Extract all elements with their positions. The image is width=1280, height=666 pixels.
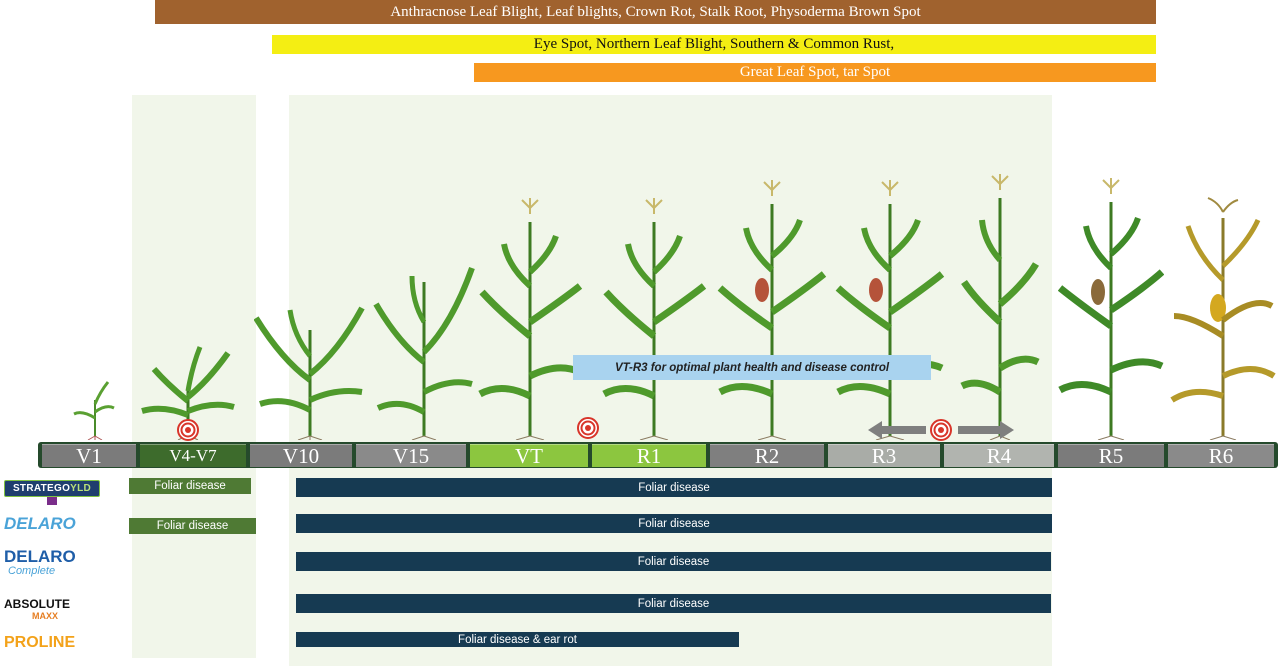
corn-plant-icon xyxy=(602,198,707,440)
corn-plant-icon xyxy=(73,381,115,440)
stage-label: V4-V7 xyxy=(169,446,217,465)
bar-label: Foliar disease xyxy=(638,481,710,494)
corn-plant-icon xyxy=(960,174,1040,440)
stage-v4-v7: V4-V7 xyxy=(140,444,246,467)
absolute-maxx-logo: ABSOLUTE MAXX xyxy=(4,598,70,622)
corn-plant-icon xyxy=(254,306,365,440)
target-icon xyxy=(177,419,199,441)
stage-r3: R3 xyxy=(828,443,940,468)
stage-r2: R2 xyxy=(710,443,824,468)
stage-label: V15 xyxy=(392,443,430,468)
delaro-complete-main-bar: Foliar disease xyxy=(296,552,1051,571)
stratego-logo-suffix: YLD xyxy=(70,483,92,494)
stage-label: R4 xyxy=(986,443,1012,468)
disease-band-2-label: Eye Spot, Northern Leaf Blight, Southern… xyxy=(533,36,895,52)
optimal-window-callout-text: VT-R3 for optimal plant health and disea… xyxy=(614,361,890,374)
bar-label: Foliar disease xyxy=(637,597,710,610)
absolute-maxx-logo-text: ABSOLUTE xyxy=(4,597,70,611)
delaro-logo: DELARO xyxy=(4,514,76,534)
disease-band-3: Great Leaf Spot, tar Spot xyxy=(474,63,1156,82)
disease-band-3-label: Great Leaf Spot, tar Spot xyxy=(739,64,891,80)
stratego-yld-logo: STRATEGOYLD xyxy=(4,480,100,506)
bar-label: Foliar disease xyxy=(638,517,710,530)
stage-label: R5 xyxy=(1098,443,1124,468)
disease-band-1: Anthracnose Leaf Blight, Leaf blights, C… xyxy=(155,0,1156,24)
proline-main-bar: Foliar disease & ear rot xyxy=(296,632,739,647)
corn-plant-icon xyxy=(717,180,827,440)
stage-r6: R6 xyxy=(1168,443,1274,468)
stratego-logo-text: STRATEGO xyxy=(12,483,71,494)
proline-logo: PROLINE xyxy=(4,634,75,652)
stage-label: VT xyxy=(515,443,543,468)
proline-logo-text: PROLINE xyxy=(4,634,76,651)
delaro-complete-logo: DELARO Complete xyxy=(4,547,76,578)
stage-vt: VT xyxy=(470,443,588,468)
stage-r5: R5 xyxy=(1058,443,1164,468)
corn-plant-icon xyxy=(835,180,945,440)
bar-label: Foliar disease xyxy=(156,520,229,532)
stratego-early-bar: Foliar disease xyxy=(129,478,251,494)
stage-v15: V15 xyxy=(356,443,466,468)
delaro-logo-text: DELARO xyxy=(4,514,76,533)
bar-label: Foliar disease xyxy=(154,480,226,492)
target-icon xyxy=(577,417,599,439)
absolute-maxx-logo-sub: MAXX xyxy=(32,611,59,621)
disease-band-2: Eye Spot, Northern Leaf Blight, Southern… xyxy=(272,35,1156,54)
arrow-right-icon xyxy=(958,421,1014,439)
stage-r1: R1 xyxy=(592,443,706,468)
bar-label: Foliar disease & ear rot xyxy=(458,633,577,646)
optimal-window-callout: VT-R3 for optimal plant health and disea… xyxy=(573,355,931,380)
stage-label: R2 xyxy=(754,443,780,468)
corn-plant-icon xyxy=(1170,197,1276,440)
corn-plant-icon xyxy=(478,198,583,440)
stage-r4: R4 xyxy=(944,443,1054,468)
stage-label: R3 xyxy=(871,443,897,468)
delaro-complete-logo-text: DELARO xyxy=(4,547,76,566)
delaro-early-bar: Foliar disease xyxy=(129,518,256,534)
absolute-maxx-main-bar: Foliar disease xyxy=(296,594,1051,613)
stage-label: V10 xyxy=(282,443,320,468)
stratego-main-bar: Foliar disease xyxy=(296,478,1052,497)
delaro-complete-logo-sub: Complete xyxy=(8,565,56,577)
corn-plant-icon xyxy=(1058,178,1164,440)
stage-v1: V1 xyxy=(42,443,136,468)
target-icon xyxy=(930,419,952,441)
stage-label: R1 xyxy=(636,443,662,468)
stage-v10: V10 xyxy=(250,443,352,468)
disease-band-1-label: Anthracnose Leaf Blight, Leaf blights, C… xyxy=(390,3,921,20)
corn-plant-icon xyxy=(373,266,475,440)
delaro-main-bar: Foliar disease xyxy=(296,514,1052,533)
arrow-left-icon xyxy=(868,421,926,439)
stage-label: R6 xyxy=(1208,443,1234,468)
bar-label: Foliar disease xyxy=(637,555,710,568)
application-window-early xyxy=(132,95,256,658)
stage-label: V1 xyxy=(76,443,102,468)
